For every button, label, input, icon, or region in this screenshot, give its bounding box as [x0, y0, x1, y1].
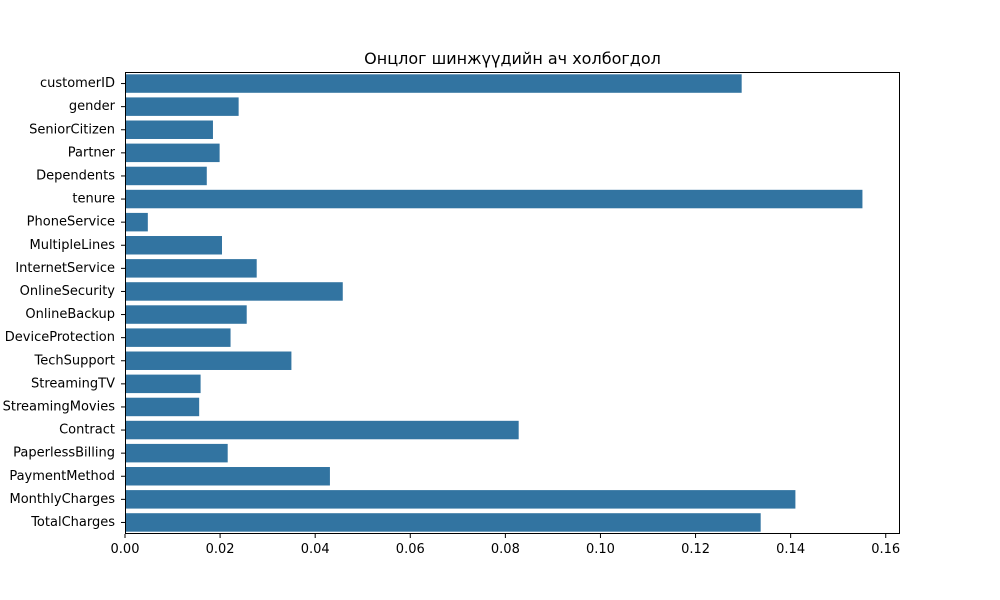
bar	[125, 120, 213, 139]
y-tick-label: MultipleLines	[29, 238, 115, 253]
bar	[125, 282, 343, 301]
bar	[125, 97, 239, 116]
bar	[125, 374, 201, 394]
x-tick-label: 0.04	[301, 542, 330, 557]
x-tick-label: 0.00	[111, 542, 140, 557]
y-tick-label: Dependents	[36, 168, 115, 183]
y-axis: customerID gender SeniorCitizen Partner Depe…	[3, 76, 125, 530]
y-tick-label: customerID	[40, 76, 115, 91]
bar	[125, 143, 220, 163]
x-tick-label: 0.06	[396, 542, 425, 557]
y-tick-label: Contract	[59, 423, 115, 438]
x-tick-label: 0.12	[681, 542, 710, 557]
y-tick-label: InternetService	[15, 261, 115, 276]
x-axis: 0.00 0.02 0.04 0.06 0.08 0.10 0.12 0.14 0.16	[111, 534, 900, 557]
y-tick-label: PaperlessBilling	[13, 446, 115, 461]
y-tick-label: OnlineSecurity	[20, 284, 116, 299]
y-tick-label: TotalCharges	[30, 515, 115, 530]
x-tick-label: 0.08	[491, 542, 520, 557]
y-tick-label: PaymentMethod	[9, 469, 115, 484]
chart-title: Онцлог шинжүүдийн ач холбогдол	[364, 49, 661, 68]
y-tick-label: PhoneService	[27, 215, 115, 230]
bar	[125, 212, 148, 232]
bar	[125, 443, 228, 463]
y-tick-label: StreamingTV	[31, 376, 115, 391]
y-tick-label: OnlineBackup	[25, 307, 115, 322]
bar	[125, 490, 796, 509]
y-tick-label: tenure	[72, 192, 115, 207]
x-tick-label: 0.02	[206, 542, 235, 557]
plot-frame	[125, 72, 900, 534]
bar	[125, 305, 247, 324]
bar	[125, 513, 761, 532]
x-tick-label: 0.16	[871, 542, 900, 557]
y-tick-label: SeniorCitizen	[29, 122, 115, 137]
bar	[125, 397, 200, 417]
bars-group	[125, 74, 863, 532]
bar	[125, 467, 330, 486]
bar	[125, 236, 222, 255]
x-tick-label: 0.10	[586, 542, 615, 557]
x-tick-label: 0.14	[776, 542, 805, 557]
y-tick-label: MonthlyCharges	[10, 492, 116, 507]
bar	[125, 166, 207, 186]
bar	[125, 328, 231, 347]
bar	[125, 74, 742, 93]
y-tick-label: DeviceProtection	[5, 330, 115, 345]
y-tick-label: Partner	[68, 145, 116, 160]
bar	[125, 351, 292, 370]
bar	[125, 259, 257, 278]
bar	[125, 420, 519, 440]
y-tick-label: StreamingMovies	[3, 399, 116, 414]
bar	[125, 189, 863, 209]
y-tick-label: TechSupport	[33, 353, 115, 368]
y-tick-label: gender	[69, 99, 116, 114]
